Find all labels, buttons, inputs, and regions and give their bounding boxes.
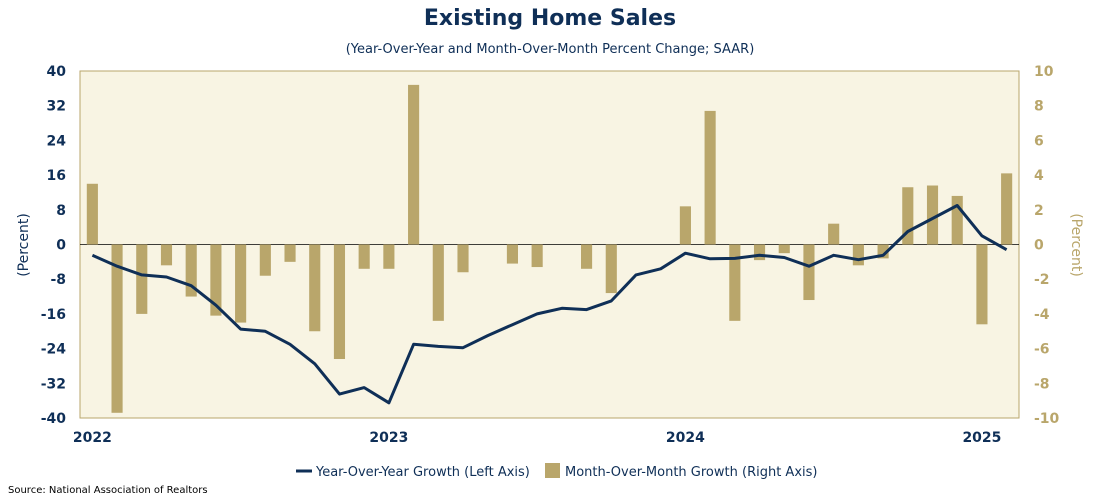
mom-bar	[951, 195, 963, 245]
left-tick-label: -8	[50, 272, 66, 288]
mom-bar	[828, 223, 840, 245]
legend: Year-Over-Year Growth (Left Axis) Month-…	[296, 463, 817, 480]
x-tick-label: 2024	[666, 430, 705, 446]
right-tick-label: 6	[1034, 133, 1044, 149]
mom-bar	[852, 244, 864, 266]
mom-bar	[778, 244, 790, 254]
right-tick-label: -8	[1034, 376, 1050, 392]
mom-bar	[803, 244, 815, 301]
mom-bar	[408, 84, 420, 245]
left-tick-label: -32	[41, 376, 66, 392]
right-tick-label: -10	[1034, 411, 1060, 427]
right-axis-tick-labels: 10 8 6 4 2 0 -2 -4 -6 -8 -10	[1034, 64, 1060, 427]
x-tick-label: 2025	[962, 430, 1001, 446]
mom-bar	[877, 244, 889, 259]
yoy-line	[91, 204, 1008, 405]
mom-bar	[259, 244, 271, 276]
left-axis-title: (Percent)	[16, 213, 32, 277]
right-tick-label: -2	[1034, 272, 1050, 288]
mom-bar	[704, 110, 716, 245]
mom-bar	[333, 244, 346, 360]
right-tick-label: 10	[1034, 64, 1054, 80]
left-tick-label: -24	[41, 342, 67, 358]
right-tick-label: -6	[1034, 342, 1050, 358]
left-tick-label: 16	[47, 168, 66, 184]
right-tick-label: 4	[1034, 168, 1044, 184]
right-tick-label: 8	[1034, 99, 1044, 115]
right-tick-label: 2	[1034, 203, 1044, 219]
source-note: Source: National Association of Realtors	[8, 485, 208, 496]
mom-bar	[309, 244, 321, 332]
x-tick-label: 2022	[73, 430, 112, 446]
mom-bar	[86, 183, 98, 245]
left-tick-label: 24	[47, 133, 67, 149]
chart-title: Existing Home Sales	[423, 6, 677, 31]
right-tick-label: 0	[1034, 238, 1044, 254]
mom-bar	[358, 244, 370, 269]
mom-bar	[531, 244, 543, 268]
right-tick-label: -4	[1034, 307, 1050, 323]
mom-bar	[581, 244, 593, 269]
left-axis-tick-labels: 40 32 24 16 8 0 -8 -16 -24 -32 -40	[41, 64, 67, 427]
left-tick-label: 8	[56, 203, 66, 219]
year-over-year-line-group	[91, 204, 1008, 405]
mom-bar	[729, 244, 741, 321]
mom-bar	[506, 244, 518, 264]
mom-bar	[1001, 173, 1013, 245]
left-tick-label: 0	[56, 238, 66, 254]
mom-bar	[902, 187, 914, 245]
legend-bar-label: Month-Over-Month Growth (Right Axis)	[565, 465, 817, 480]
mom-bar	[185, 244, 197, 297]
mom-bar	[210, 244, 222, 316]
legend-bar-swatch	[545, 463, 560, 478]
mom-bar	[235, 244, 247, 323]
left-tick-label: 32	[47, 99, 66, 115]
mom-bar	[111, 244, 123, 413]
x-axis-tick-labels: 2022 2023 2024 2025	[73, 430, 1002, 446]
mom-bar	[136, 244, 148, 314]
mom-bar	[432, 244, 444, 321]
mom-bar	[457, 244, 469, 273]
left-tick-label: -40	[41, 411, 67, 427]
chart-subtitle: (Year-Over-Year and Month-Over-Month Per…	[345, 42, 755, 57]
mom-bar	[605, 244, 617, 294]
month-over-month-bars	[86, 84, 1013, 413]
mom-bar	[926, 185, 939, 245]
right-axis-title: (Percent)	[1068, 213, 1084, 277]
mom-bar	[383, 244, 395, 269]
mom-bar	[160, 244, 173, 266]
left-tick-label: -16	[41, 307, 66, 323]
x-tick-label: 2023	[369, 430, 408, 446]
left-tick-label: 40	[47, 64, 67, 80]
mom-bar	[284, 244, 296, 262]
mom-bar	[753, 244, 766, 261]
mom-bar	[679, 206, 691, 245]
mom-bar	[976, 244, 988, 325]
legend-line-label: Year-Over-Year Growth (Left Axis)	[315, 465, 530, 480]
